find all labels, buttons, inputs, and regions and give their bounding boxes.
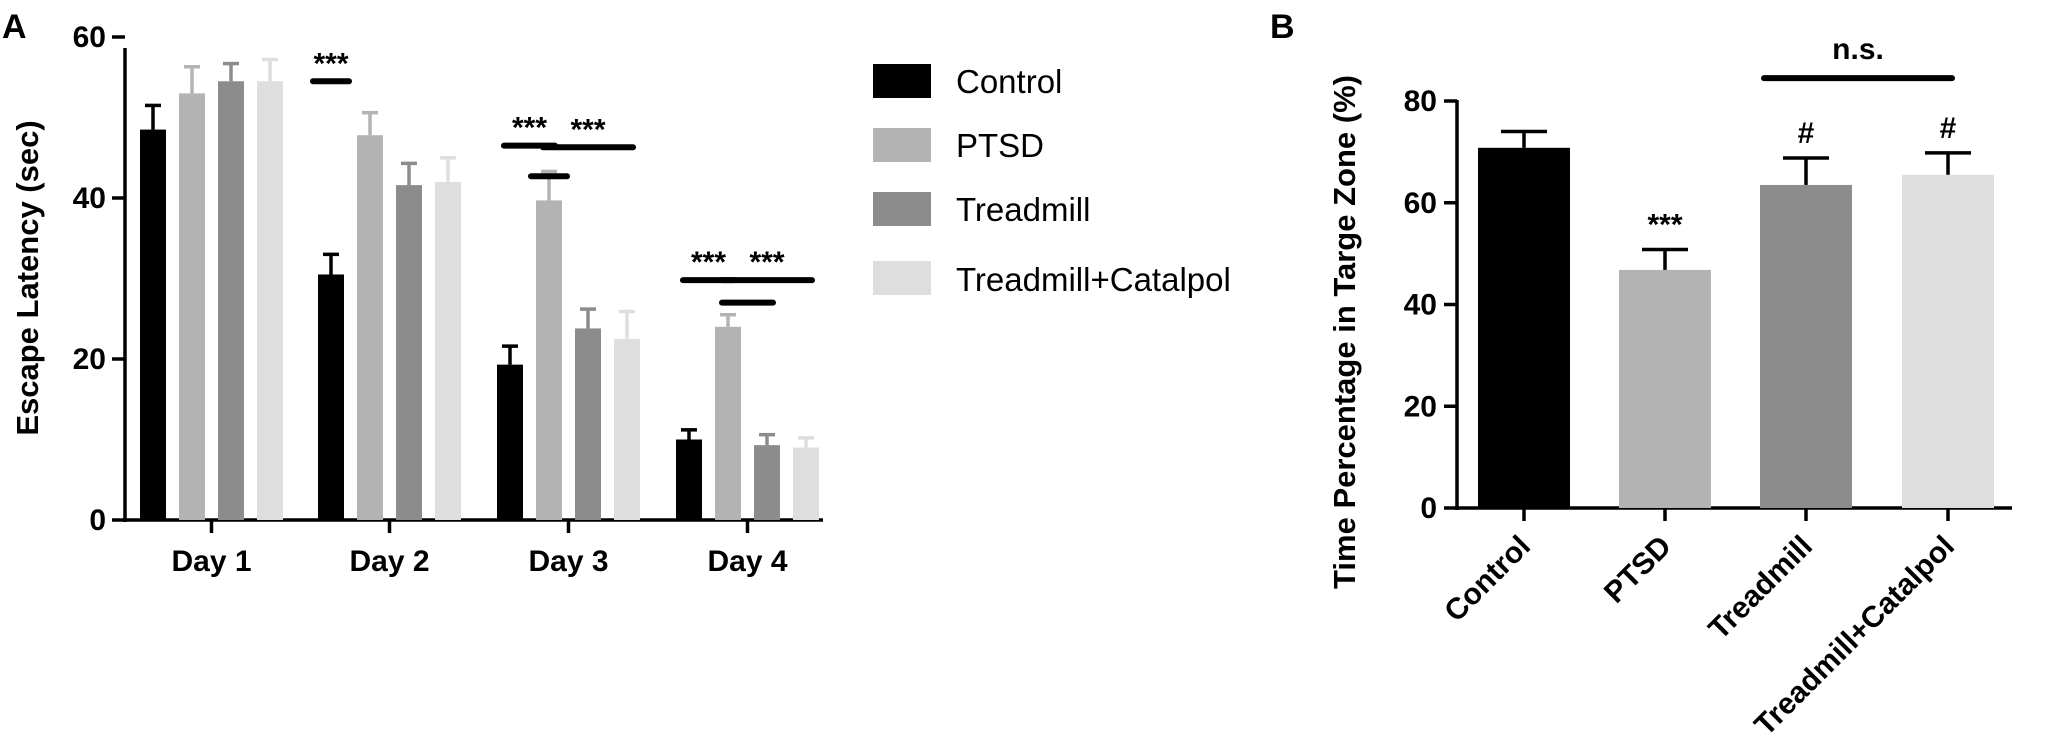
bar-treadmill-catalpol-day-2 <box>435 181 461 520</box>
bar-treadmill-catalpol-day-3 <box>614 338 640 520</box>
panel-a-legend: Control PTSD Treadmill Treadmill+Catalpo… <box>873 63 1231 298</box>
y-tick-label: 80 <box>1404 85 1437 118</box>
legend-item-ptsd: PTSD <box>873 127 1044 164</box>
y-tick-label: 20 <box>1404 390 1437 423</box>
panel-a-label: A <box>2 8 27 46</box>
panel-b-error-bars <box>1501 129 1971 270</box>
bar-treadmill-day-2 <box>396 185 422 520</box>
y-tick-label: 0 <box>1420 492 1437 525</box>
bar-control-day-4 <box>676 439 702 520</box>
bar-label-treadmill-catalpol: # <box>1940 112 1957 145</box>
legend-item-control: Control <box>873 63 1062 100</box>
panel-b-y-ticks: 0 20 40 60 80 <box>1404 85 1457 525</box>
bar-treadmill-catalpol-day-4 <box>793 447 819 520</box>
legend-swatch-control <box>873 64 931 98</box>
bar-control-day-3 <box>497 364 523 520</box>
y-tick-label: 0 <box>89 504 106 537</box>
panel-b-label: B <box>1270 8 1295 46</box>
bar-treadmill <box>1760 184 1852 508</box>
panel-a-bars <box>140 81 819 521</box>
panel-a-significance-marks: *** *** *** *** *** <box>310 47 815 306</box>
significance-label: *** <box>313 47 348 80</box>
x-tick-label-control: Control <box>1438 530 1537 629</box>
bar-treadmill-day-3 <box>575 328 601 520</box>
legend-label-control: Control <box>956 63 1062 100</box>
x-tick-label-treadmill: Treadmill <box>1702 530 1818 646</box>
legend-item-treadmill: Treadmill <box>873 191 1090 228</box>
bar-control-day-1 <box>140 129 166 520</box>
bar-treadmill-day-4 <box>754 445 780 520</box>
legend-label-treadmill-catalpol: Treadmill+Catalpol <box>956 261 1231 298</box>
bar-treadmill-day-1 <box>218 81 244 521</box>
y-tick-label: 40 <box>73 182 106 215</box>
panel-b-bars <box>1478 147 1994 509</box>
y-tick-label: 40 <box>1404 289 1437 322</box>
significance-label: *** <box>570 113 605 146</box>
panel-a-x-ticks: Day 1 Day 2 Day 3 Day 4 <box>171 520 788 578</box>
bar-ptsd-day-1 <box>179 93 205 520</box>
x-tick-label-day-2: Day 2 <box>349 545 429 578</box>
bar-label-treadmill: # <box>1798 117 1815 150</box>
bar-control-day-2 <box>318 274 344 520</box>
bar-treadmill-catalpol <box>1902 174 1994 509</box>
y-tick-label: 60 <box>73 21 106 54</box>
ns-bracket-label: n.s. <box>1832 33 1884 66</box>
legend-item-treadmill-catalpol: Treadmill+Catalpol <box>873 261 1231 298</box>
legend-swatch-ptsd <box>873 128 931 162</box>
bar-ptsd <box>1619 269 1711 508</box>
legend-label-treadmill: Treadmill <box>956 191 1090 228</box>
legend-swatch-treadmill-catalpol <box>873 261 931 295</box>
panel-b-significance-bracket: n.s. <box>1761 33 1955 82</box>
bar-treadmill-catalpol-day-1 <box>257 81 283 521</box>
y-tick-label: 20 <box>73 343 106 376</box>
significance-label: *** <box>691 246 726 279</box>
panel-b-bar-labels: *** # # <box>1647 112 1956 242</box>
x-tick-label-day-1: Day 1 <box>171 545 251 578</box>
significance-label: *** <box>749 246 784 279</box>
bar-control <box>1478 147 1570 508</box>
x-tick-label-day-3: Day 3 <box>528 545 608 578</box>
legend-label-ptsd: PTSD <box>956 127 1044 164</box>
x-tick-label-day-4: Day 4 <box>707 545 787 578</box>
panel-b-y-axis-title: Time Percentage in Targe Zone (%) <box>1327 75 1362 589</box>
panel-a-y-axis-title: Escape Latency (sec) <box>10 120 45 435</box>
significance-label: *** <box>512 112 547 145</box>
panel-a-y-ticks: 0 20 40 60 <box>73 21 125 537</box>
bar-ptsd-day-4 <box>715 326 741 520</box>
bar-label-ptsd: *** <box>1647 209 1682 242</box>
bar-ptsd-day-2 <box>357 135 383 520</box>
panel-b: B Time Percentage in Targe Zone (%) 0 20 4… <box>1270 8 2012 742</box>
legend-swatch-treadmill <box>873 192 931 226</box>
y-tick-label: 60 <box>1404 187 1437 220</box>
bar-ptsd-day-3 <box>536 200 562 521</box>
x-tick-label-ptsd: PTSD <box>1598 530 1678 610</box>
